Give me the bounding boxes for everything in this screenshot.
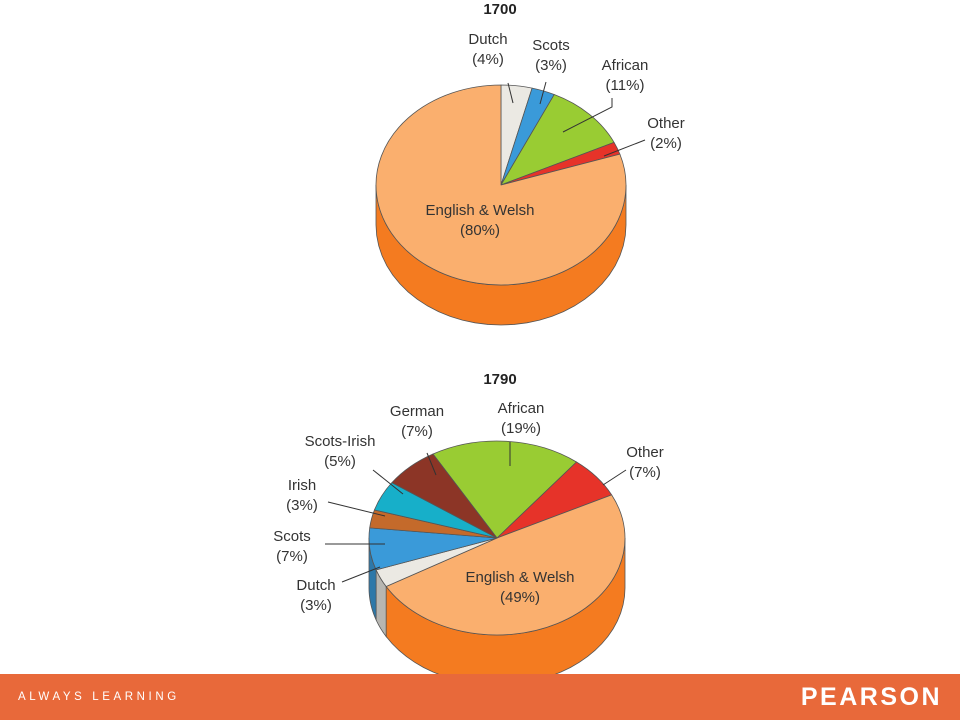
slice-value-dutch: (3%): [300, 597, 332, 614]
pie-slice-english-and-welsh: [385, 494, 626, 636]
pie-slice-german: [391, 453, 498, 539]
chart-title: 1790: [483, 371, 516, 388]
slice-label-other: Other: [647, 115, 685, 132]
footer-bar: ALWAYS LEARNING PEARSON: [0, 674, 960, 720]
slice-label-african: African: [498, 400, 545, 417]
leader-line-german: [426, 452, 437, 476]
slice-value-scots: (7%): [276, 548, 308, 565]
pie-side-walls: [368, 537, 626, 674]
slice-value-english-and-welsh: (80%): [460, 222, 500, 239]
leader-line-scots: [539, 81, 547, 105]
slice-label-german: German: [390, 403, 444, 420]
slice-value-german: (7%): [401, 423, 433, 440]
pie-charts: 1700 Dutch (4%) Scots (3%) African (11%) Other (…: [273, 1, 685, 674]
leader-line-scots-irish: [372, 469, 404, 495]
slice-value-irish: (3%): [286, 497, 318, 514]
slice-label-scots: Scots: [273, 528, 311, 545]
pie-chart-1790: 1790 African (19%) Other (7%) English & Welsh…: [273, 371, 664, 674]
leader-line-irish: [327, 501, 386, 517]
slice-label-african: African: [602, 57, 649, 74]
leader-line-african: [562, 98, 613, 133]
pie-slice-african: [500, 94, 615, 186]
chart-title: 1700: [483, 1, 516, 18]
slice-value-other: (7%): [629, 464, 661, 481]
leader-line-dutch: [507, 82, 514, 104]
slice-value-other: (2%): [650, 135, 682, 152]
pie-chart-1700: 1700 Dutch (4%) Scots (3%) African (11%) Other (…: [375, 1, 685, 326]
pie-slice-english-and-welsh: [375, 84, 627, 286]
leader-line-other: [602, 469, 627, 486]
slice-value-scots-irish: (5%): [324, 453, 356, 470]
slice-value-scots: (3%): [535, 57, 567, 74]
slice-label-english-and-welsh: English & Welsh: [426, 202, 535, 219]
footer-tagline: ALWAYS LEARNING: [18, 691, 180, 703]
slice-label-irish: Irish: [288, 477, 316, 494]
slice-value-african: (19%): [501, 420, 541, 437]
pie-slice-african: [432, 440, 577, 539]
slice-label-scots: Scots: [532, 37, 570, 54]
slice-label-dutch: Dutch: [468, 31, 507, 48]
slice-value-dutch: (4%): [472, 51, 504, 68]
slice-label-scots-irish: Scots-Irish: [305, 433, 376, 450]
slice-label-other: Other: [626, 444, 664, 461]
slice-label-dutch: Dutch: [296, 577, 335, 594]
slice-label-english-and-welsh: English & Welsh: [466, 569, 575, 586]
slice-value-english-and-welsh: (49%): [500, 589, 540, 606]
pearson-logo: PEARSON: [800, 683, 942, 711]
leader-line-dutch: [341, 566, 381, 583]
slice-value-african: (11%): [606, 77, 645, 94]
leader-line-other: [603, 139, 646, 157]
